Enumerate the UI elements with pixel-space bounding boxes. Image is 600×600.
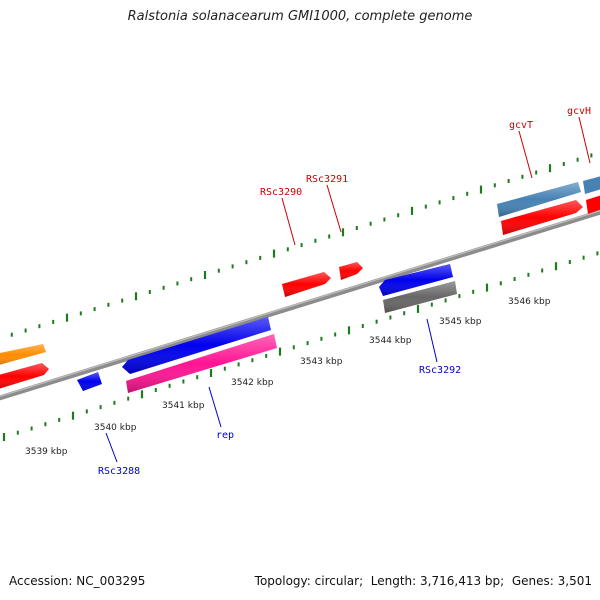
tick-label: 3540 kbp: [94, 423, 137, 433]
genome-backbone: [0, 209, 600, 401]
gene-label-rsc3292[interactable]: RSc3292: [419, 365, 461, 376]
reverse-strand-genes: [77, 264, 457, 393]
gene-label-rep[interactable]: rep: [216, 430, 234, 441]
accession-value: NC_003295: [76, 574, 146, 588]
accession-label: Accession:: [9, 574, 73, 588]
gene-label-gcvh[interactable]: gcvH: [567, 106, 591, 117]
tick-label: 3539 kbp: [25, 447, 68, 457]
tick-track-lower: [2, 251, 599, 441]
tick-label: 3543 kbp: [300, 357, 343, 367]
gene-gcvh[interactable]: [586, 194, 600, 214]
forward-strand-genes: [0, 175, 600, 389]
gene-label-rsc3288[interactable]: RSc3288: [98, 466, 140, 477]
gene-labels: RSc3290 RSc3291 gcvT gcvH RSc3288 rep RS…: [98, 106, 591, 477]
map-title: Ralstonia solanacearum GMI1000, complete…: [127, 9, 473, 24]
topology-label: Topology:: [254, 574, 311, 588]
label-leaders: [105, 116, 591, 463]
genes-label: Genes:: [511, 574, 554, 588]
topology-value: circular: [314, 574, 360, 588]
length-label: Length:: [370, 574, 417, 588]
gene-gcvh-band[interactable]: [583, 175, 600, 194]
length-value: 3,716,413 bp: [420, 574, 501, 588]
gene-label-rsc3291[interactable]: RSc3291: [306, 174, 348, 185]
gene-label-gcvt[interactable]: gcvT: [509, 120, 533, 131]
tick-label: 3541 kbp: [162, 401, 205, 411]
tick-label: 3542 kbp: [231, 378, 274, 388]
genome-summary: Topology: circular; Length: 3,716,413 bp…: [254, 574, 592, 588]
tick-track-upper: [10, 153, 593, 337]
genome-backbone-highlight: [0, 210, 600, 397]
tick-label: 3546 kbp: [508, 297, 551, 307]
genes-value: 3,501: [557, 574, 592, 588]
tick-label: 3544 kbp: [369, 336, 412, 346]
tick-label: 3545 kbp: [439, 317, 482, 327]
gene-label-rsc3290[interactable]: RSc3290: [260, 187, 302, 198]
scale-labels: 3539 kbp 3540 kbp 3541 kbp 3542 kbp 3543…: [25, 297, 551, 457]
accession-info: Accession: NC_003295: [9, 574, 145, 588]
